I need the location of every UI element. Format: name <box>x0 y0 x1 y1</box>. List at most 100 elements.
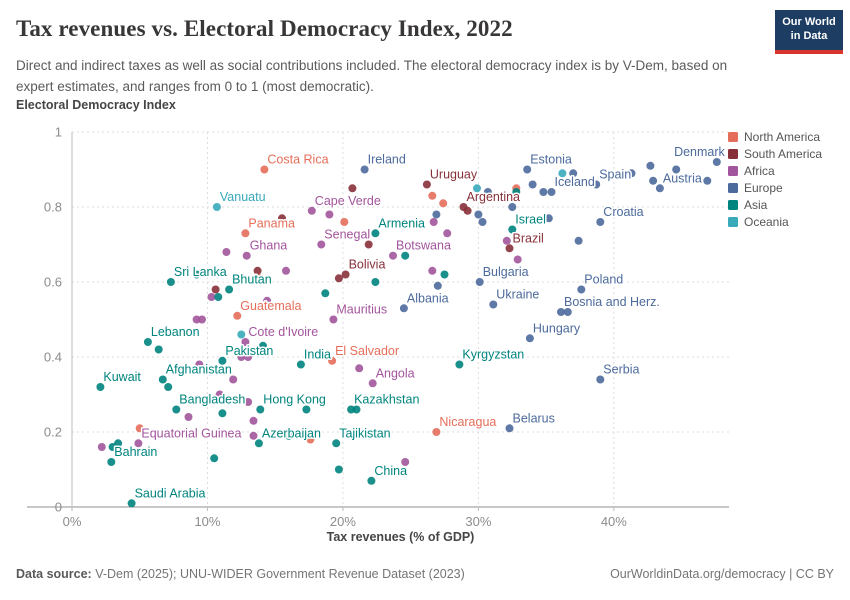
data-point-panama[interactable] <box>241 229 250 238</box>
legend-item-asia[interactable]: Asia <box>728 196 822 213</box>
data-point-kuwait[interactable] <box>96 383 105 391</box>
data-point[interactable] <box>672 165 681 174</box>
data-point-spain[interactable] <box>592 180 601 189</box>
data-point[interactable] <box>474 210 483 219</box>
data-point-hungary[interactable] <box>525 334 534 343</box>
data-point-angola[interactable] <box>368 379 377 388</box>
data-point[interactable] <box>321 289 330 298</box>
data-point[interactable] <box>249 431 258 440</box>
data-point[interactable] <box>210 454 219 463</box>
data-point[interactable] <box>439 199 448 208</box>
data-point[interactable] <box>334 465 343 474</box>
data-point[interactable] <box>154 345 163 354</box>
data-point[interactable] <box>508 203 517 211</box>
data-point[interactable] <box>544 214 553 223</box>
data-point[interactable] <box>164 383 173 391</box>
data-point[interactable] <box>429 218 438 226</box>
legend-item-south-america[interactable]: South America <box>728 145 822 162</box>
data-point[interactable] <box>192 270 201 279</box>
data-point[interactable] <box>432 210 441 219</box>
data-point[interactable] <box>215 390 224 399</box>
data-point-hong-kong[interactable] <box>256 405 265 414</box>
data-point-botswana[interactable] <box>389 251 397 260</box>
data-point-croatia[interactable] <box>596 218 605 226</box>
data-point[interactable] <box>135 424 144 433</box>
data-point[interactable] <box>703 176 712 185</box>
data-point-india[interactable] <box>296 360 305 369</box>
data-point[interactable] <box>433 281 442 290</box>
data-point-guatemala[interactable] <box>233 311 242 320</box>
data-point-estonia[interactable] <box>523 165 532 174</box>
data-point-albania[interactable] <box>399 304 408 313</box>
legend-item-africa[interactable]: Africa <box>728 162 822 179</box>
data-point-bahrain[interactable] <box>107 458 116 466</box>
data-point[interactable] <box>114 439 123 448</box>
data-point[interactable] <box>478 218 487 226</box>
data-point-poland[interactable] <box>577 285 586 294</box>
data-point-armenia[interactable] <box>371 229 380 238</box>
data-point-china[interactable] <box>367 476 376 485</box>
data-point-uruguay[interactable] <box>422 180 431 189</box>
data-point-senegal[interactable] <box>317 240 326 249</box>
owid-logo[interactable]: Our World in Data <box>775 10 843 54</box>
legend-item-europe[interactable]: Europe <box>728 179 822 196</box>
data-point[interactable] <box>627 169 636 178</box>
data-point[interactable] <box>237 353 246 361</box>
data-point-lebanon[interactable] <box>143 338 152 346</box>
data-point[interactable] <box>334 274 343 283</box>
data-point-denmark[interactable] <box>712 158 721 166</box>
data-point[interactable] <box>539 188 548 196</box>
data-point[interactable] <box>207 293 216 301</box>
data-point-serbia[interactable] <box>596 375 605 384</box>
data-point[interactable] <box>563 308 572 316</box>
data-point[interactable] <box>253 266 262 275</box>
data-point[interactable] <box>440 270 449 279</box>
data-point[interactable] <box>371 278 380 286</box>
data-point-kyrgyzstan[interactable] <box>455 360 464 369</box>
data-point[interactable] <box>325 210 334 219</box>
data-point[interactable] <box>184 413 193 421</box>
data-point-azerbaijan[interactable] <box>254 439 263 448</box>
data-point[interactable] <box>244 398 253 406</box>
data-point[interactable] <box>259 341 267 350</box>
data-point[interactable] <box>401 251 410 260</box>
data-point[interactable] <box>244 353 253 361</box>
data-point[interactable] <box>278 214 286 223</box>
data-point[interactable] <box>473 184 481 193</box>
data-point[interactable] <box>528 180 537 189</box>
data-point[interactable] <box>649 176 658 185</box>
legend-item-north-america[interactable]: North America <box>728 128 822 145</box>
data-point[interactable] <box>214 293 223 301</box>
data-point[interactable] <box>340 218 349 226</box>
data-point[interactable] <box>401 458 410 466</box>
data-point[interactable] <box>249 416 258 425</box>
data-point[interactable] <box>512 188 521 196</box>
data-point[interactable] <box>352 405 361 414</box>
footer-citation-link[interactable]: OurWorldinData.org/democracy | CC BY <box>610 567 834 581</box>
data-point[interactable] <box>302 405 311 414</box>
data-point-bangladesh[interactable] <box>172 405 181 414</box>
data-point[interactable] <box>282 266 290 275</box>
data-point-el-salvador[interactable] <box>328 356 337 365</box>
data-point[interactable] <box>229 375 238 384</box>
data-point-vanuatu[interactable] <box>212 203 221 211</box>
data-point[interactable] <box>443 229 452 238</box>
data-point[interactable] <box>463 206 472 215</box>
data-point[interactable] <box>263 296 272 305</box>
data-point-afghanistan[interactable] <box>158 375 167 384</box>
data-point-cote-d-ivoire[interactable] <box>241 338 250 346</box>
data-point-pakistan[interactable] <box>218 356 227 365</box>
data-point[interactable] <box>646 161 655 170</box>
data-point[interactable] <box>198 315 206 324</box>
data-point-sri-lanka[interactable] <box>166 278 175 286</box>
data-point-ghana[interactable] <box>242 251 251 260</box>
data-point-saudi-arabia[interactable] <box>127 499 136 508</box>
data-point-ukraine[interactable] <box>489 300 498 309</box>
data-point[interactable] <box>218 409 227 418</box>
data-point-belarus[interactable] <box>505 424 514 433</box>
data-point[interactable] <box>97 443 106 451</box>
data-point[interactable] <box>428 191 437 200</box>
data-point-austria[interactable] <box>655 184 664 193</box>
data-point[interactable] <box>306 435 315 444</box>
data-point-iceland[interactable] <box>547 188 556 196</box>
